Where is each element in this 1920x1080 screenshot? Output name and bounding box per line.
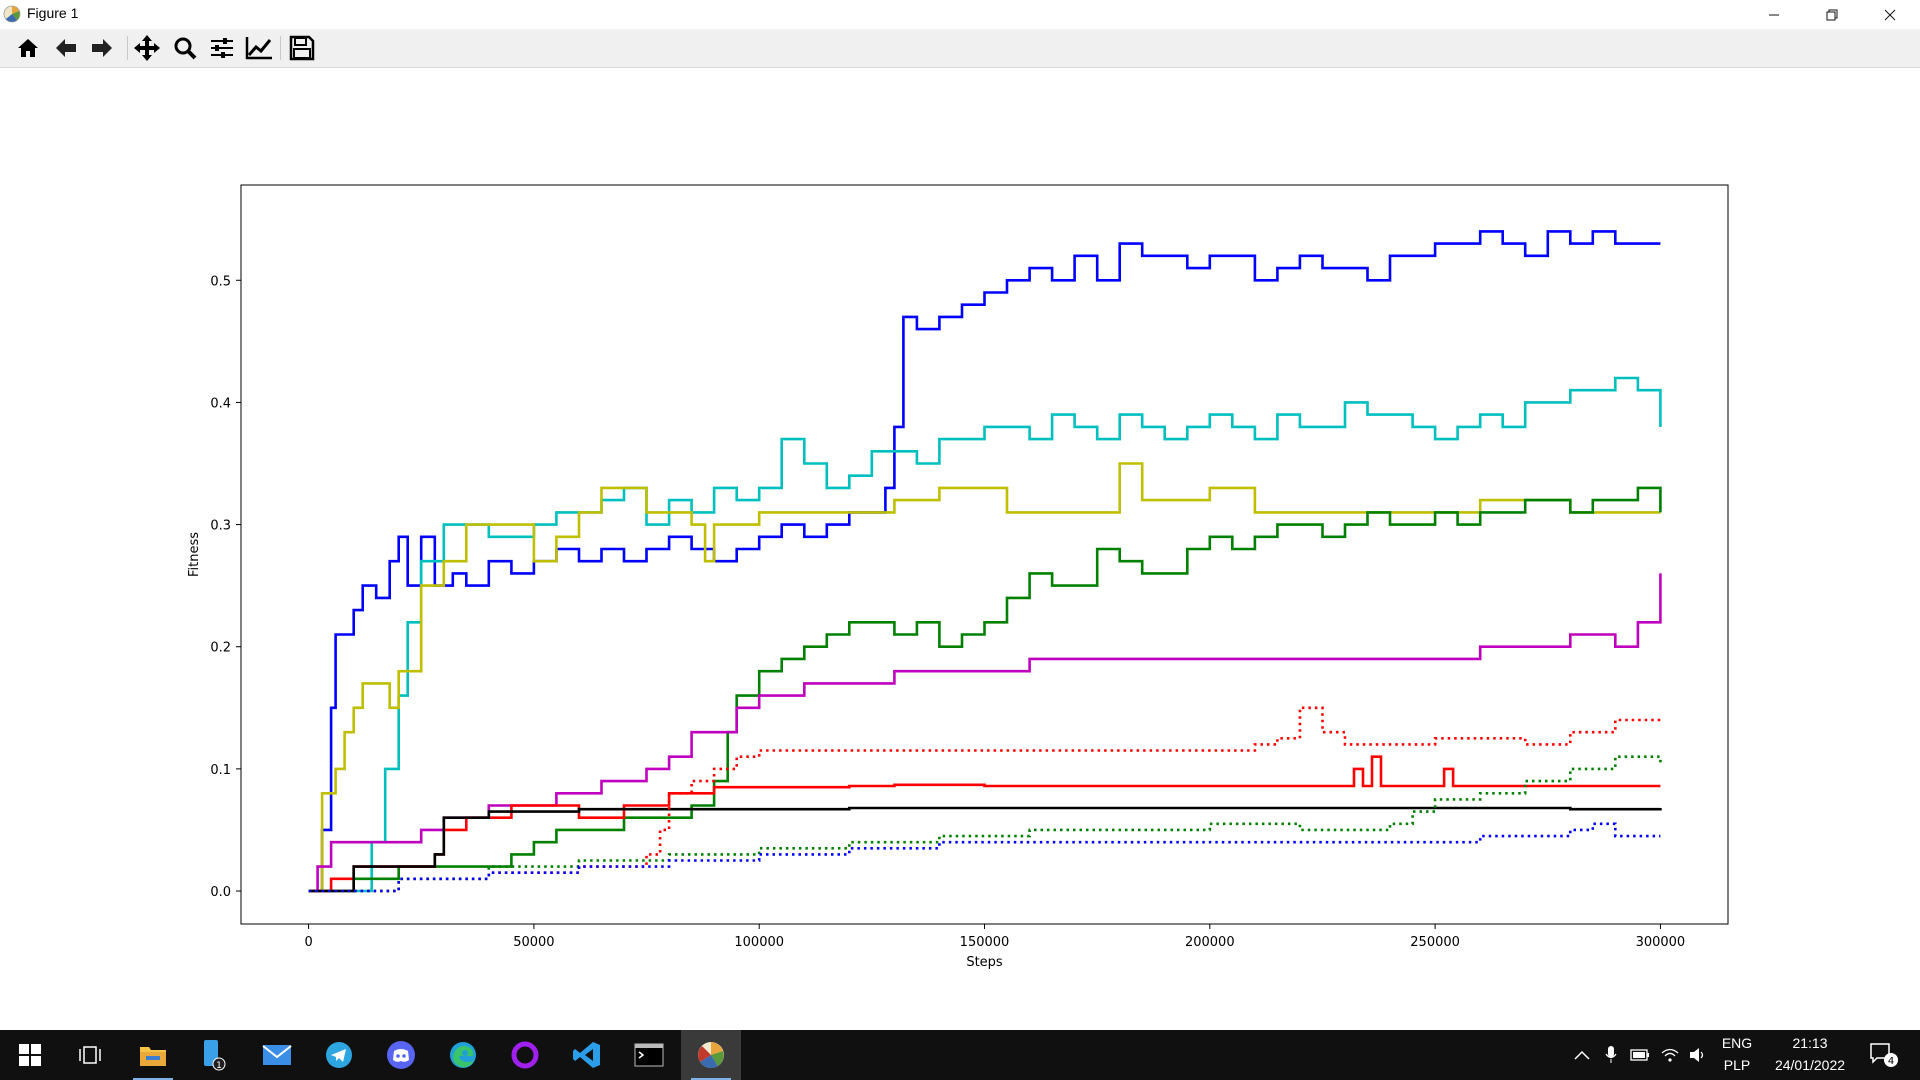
x-tick-label: 200000 [1185, 935, 1235, 950]
edit-axis-icon [245, 37, 272, 60]
y-axis-label: Fitness [187, 532, 202, 577]
restore-icon [1826, 9, 1838, 20]
home-button[interactable] [13, 33, 43, 63]
running-indicator [133, 1078, 173, 1080]
minimize-button[interactable] [1745, 0, 1803, 29]
forward-button[interactable] [87, 33, 117, 63]
save-button[interactable] [287, 33, 317, 63]
taskbar-vscode[interactable] [557, 1030, 617, 1080]
pan-icon [134, 35, 160, 61]
clock-time[interactable]: 21:13 [1792, 1035, 1828, 1051]
language-indicator-top[interactable]: ENG [1721, 1035, 1753, 1051]
taskbar-phone-app[interactable]: 1 [183, 1030, 243, 1080]
series-line-red-5 [308, 755, 1661, 893]
save-icon [289, 35, 315, 61]
matplotlib-app-icon [3, 5, 21, 23]
zoom-button[interactable] [170, 33, 200, 63]
series-line-red-dotted-7 [308, 706, 1661, 893]
configure-subplots-icon [211, 38, 233, 58]
toolbar-separator [127, 36, 128, 60]
vscode-icon [573, 1042, 600, 1068]
series-line-blue-0 [308, 230, 1661, 893]
series-line-green-dotted-8 [308, 755, 1662, 893]
phone-app-badge: 1 [216, 1061, 222, 1071]
phone-app-icon: 1 [204, 1040, 226, 1071]
pan-button[interactable] [132, 33, 162, 63]
x-tick-label: 50000 [513, 935, 554, 950]
back-arrow-icon [56, 39, 76, 57]
series-line-magenta-4 [308, 573, 1662, 893]
back-button[interactable] [51, 33, 81, 63]
show-hidden-icons-button[interactable] [1572, 1045, 1592, 1065]
discord-icon [387, 1041, 415, 1069]
volume-tray[interactable] [1688, 1045, 1708, 1065]
microphone-tray[interactable] [1601, 1045, 1621, 1065]
terminal-icon [634, 1043, 664, 1067]
network-tray[interactable] [1660, 1045, 1680, 1065]
figure-canvas[interactable]: 0 50000 100000 150000 200000 250000 300000 0.0 0… [0, 68, 1920, 1030]
task-view-button[interactable] [60, 1030, 120, 1080]
home-icon [18, 39, 38, 57]
x-tick-label: 250000 [1410, 935, 1460, 950]
notification-icon: 4 [1870, 1043, 1898, 1067]
close-button[interactable] [1861, 0, 1919, 29]
language-indicator-bottom[interactable]: PLP [1723, 1057, 1751, 1073]
speaker-icon [1690, 1048, 1704, 1062]
wifi-icon [1661, 1048, 1679, 1062]
taskbar-mail[interactable] [247, 1030, 307, 1080]
window-titlebar: Figure 1 [0, 0, 1920, 29]
taskbar-edge[interactable] [433, 1030, 493, 1080]
toolbar-separator [280, 36, 281, 60]
y-tick-label: 0.3 [210, 519, 231, 534]
restore-button[interactable] [1803, 0, 1861, 29]
navigation-toolbar [0, 29, 1920, 68]
y-tick-label: 0.0 [210, 885, 231, 900]
microphone-icon [1605, 1046, 1617, 1063]
y-tick-label: 0.1 [210, 763, 231, 778]
start-button[interactable] [0, 1030, 60, 1080]
x-axis-label: Steps [966, 955, 1003, 970]
minimize-icon [1769, 14, 1779, 15]
telegram-icon [326, 1042, 352, 1068]
series-line-black-6 [308, 806, 1662, 893]
taskbar-cortana[interactable] [495, 1030, 555, 1080]
mail-icon [262, 1045, 292, 1065]
x-tick-label: 100000 [734, 935, 784, 950]
series-line-green-3 [308, 486, 1662, 893]
y-tick-label: 0.4 [210, 396, 231, 411]
battery-icon [1630, 1049, 1649, 1061]
file-explorer-icon [140, 1047, 166, 1066]
matplotlib-figure-icon [698, 1042, 724, 1069]
chevron-up-icon [1574, 1050, 1590, 1060]
clock-date[interactable]: 24/01/2022 [1774, 1057, 1846, 1073]
task-view-icon [79, 1046, 101, 1064]
x-tick-label: 300000 [1636, 935, 1686, 950]
series-line-olive-2 [308, 462, 1661, 893]
x-tick-label: 0 [304, 935, 312, 950]
configure-subplots-button[interactable] [207, 33, 237, 63]
taskbar-discord[interactable] [371, 1030, 431, 1080]
window-title: Figure 1 [27, 5, 79, 21]
taskbar-matplotlib-figure[interactable] [681, 1030, 741, 1080]
start-button-icon [19, 1044, 41, 1066]
x-tick-label: 150000 [960, 935, 1010, 950]
zoom-icon [174, 37, 197, 60]
taskbar-file-explorer[interactable] [123, 1030, 183, 1080]
notification-center-button[interactable]: 4 [1869, 1042, 1899, 1068]
running-indicator [691, 1078, 731, 1080]
notification-count: 4 [1888, 1056, 1894, 1067]
axis-ticks: 0 50000 100000 150000 200000 250000 300000 0.0 0… [210, 274, 1685, 950]
edit-axis-button[interactable] [244, 33, 274, 63]
series-lines [308, 230, 1662, 893]
forward-arrow-icon [92, 39, 112, 57]
edge-icon [450, 1042, 476, 1068]
windows-taskbar: 1 ENG PLP 21:13 24/01/2022 4 [0, 1030, 1920, 1080]
y-tick-label: 0.2 [210, 641, 231, 656]
cortana-ring-icon [511, 1041, 539, 1069]
close-icon [1884, 9, 1896, 20]
battery-tray[interactable] [1630, 1045, 1650, 1065]
y-tick-label: 0.5 [210, 274, 231, 289]
taskbar-telegram[interactable] [309, 1030, 369, 1080]
taskbar-terminal[interactable] [619, 1030, 679, 1080]
